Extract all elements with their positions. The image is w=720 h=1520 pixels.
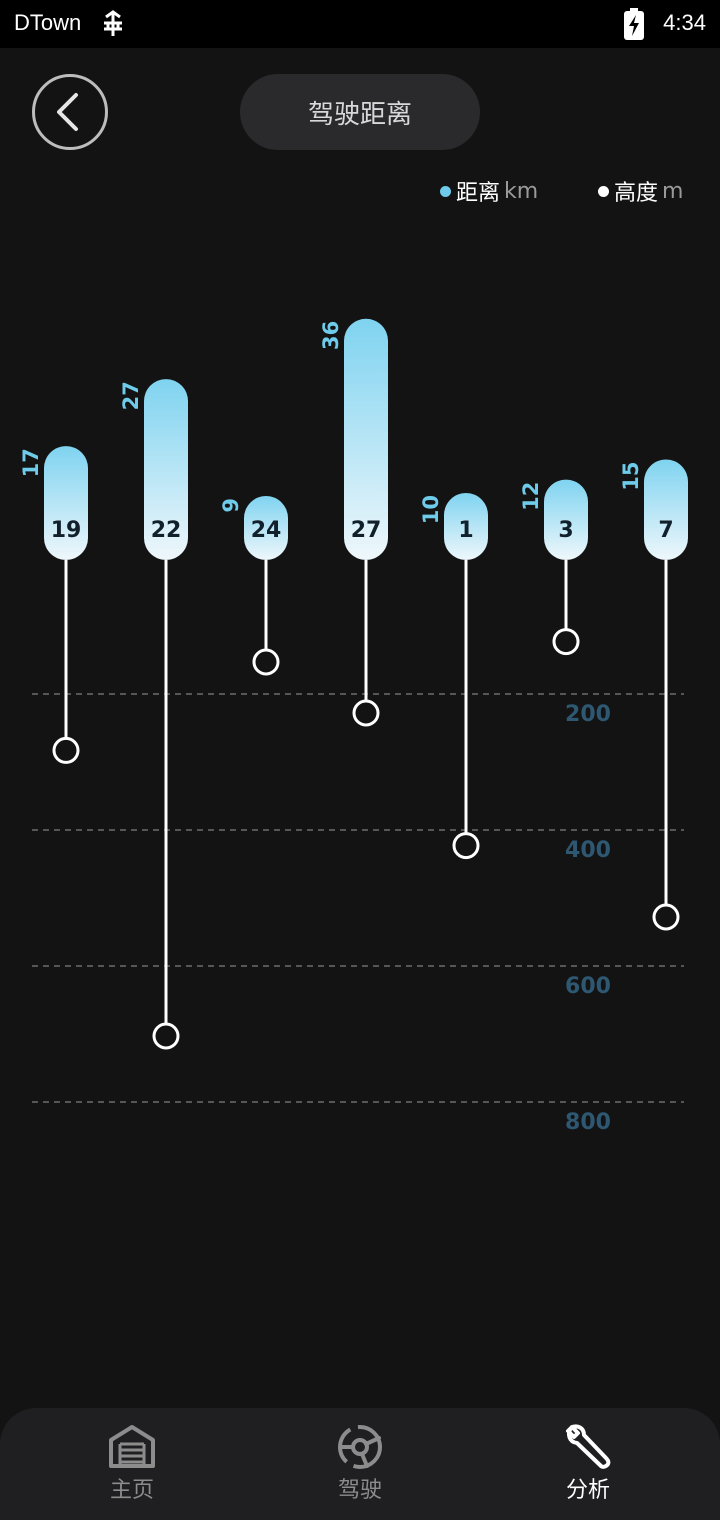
steering-wheel-icon [338, 1425, 382, 1469]
bottom-nav: 主页 驾驶 分析 [0, 1408, 720, 1520]
nav-item-drive[interactable]: 驾驶 [300, 1422, 420, 1512]
legend-dot-distance [440, 185, 451, 197]
distance-value-label: 9 [219, 498, 243, 513]
y-tick-label: 800 [565, 1110, 611, 1135]
x-tick-label: 3 [558, 518, 573, 543]
distance-value-label: 10 [419, 495, 443, 524]
wrench-icon [566, 1424, 611, 1469]
nav-item-home[interactable]: 主页 [72, 1422, 192, 1512]
y-tick-label: 600 [565, 974, 611, 999]
legend-dot-height [598, 185, 609, 197]
height-point [52, 736, 80, 764]
x-tick-label: 1 [458, 518, 473, 543]
height-point [652, 903, 680, 931]
chevron-left-icon [57, 93, 78, 131]
distance-value-label: 15 [619, 462, 643, 491]
distance-bar [44, 446, 88, 560]
chart-marks: 19 17 22 27 24 9 27 36 1 10 3 12 7 15 [19, 318, 688, 1050]
distance-value-label: 36 [319, 321, 343, 350]
garage-icon [109, 1425, 155, 1468]
height-point [552, 628, 580, 656]
x-tick-label: 7 [658, 518, 673, 543]
nav-label-drive: 驾驶 [337, 1478, 382, 1503]
legend-distance-unit: km [504, 178, 539, 204]
legend-height-label: 高度 [614, 181, 659, 206]
distance-bar [144, 379, 188, 560]
nav-label-home: 主页 [109, 1478, 154, 1503]
height-point [452, 832, 480, 860]
page-title[interactable]: 驾驶距离 [240, 74, 480, 150]
height-point [152, 1022, 180, 1050]
x-tick-label: 22 [151, 518, 182, 543]
distance-bar [244, 496, 288, 560]
x-tick-label: 19 [51, 518, 82, 543]
distance-value-label: 27 [119, 381, 143, 410]
distance-height-chart: 200 400 600 800 19 17 22 27 24 9 27 36 1 10 3 12 7 15 [19, 318, 688, 1135]
legend-distance: 距离 km [440, 176, 538, 206]
legend-height-unit: m [662, 178, 684, 204]
x-tick-label: 24 [251, 518, 282, 543]
x-tick-label: 27 [351, 518, 382, 543]
y-tick-label: 200 [565, 702, 611, 727]
back-button[interactable] [32, 74, 108, 150]
distance-value-label: 17 [19, 448, 43, 477]
distance-bar [444, 493, 488, 560]
distance-value-label: 12 [519, 482, 543, 511]
y-tick-label: 400 [565, 838, 611, 863]
chart-grid [32, 693, 684, 1103]
signal-icon [104, 10, 122, 36]
status-app-name: DTown [14, 10, 82, 35]
distance-bar [544, 479, 588, 560]
status-bar: DTown 4:34 [0, 0, 720, 48]
status-time: 4:34 [663, 10, 706, 35]
y-axis-ticks: 200 400 600 800 [565, 702, 611, 1135]
nav-label-analysis: 分析 [565, 1478, 610, 1503]
legend-distance-label: 距离 [456, 181, 501, 206]
nav-item-analysis[interactable]: 分析 [528, 1422, 648, 1512]
height-point [252, 648, 280, 676]
legend-height: 高度 m [598, 176, 683, 206]
distance-bar [644, 459, 688, 560]
height-point [352, 699, 380, 727]
distance-bar [344, 318, 388, 560]
battery-charging-icon [624, 8, 644, 40]
